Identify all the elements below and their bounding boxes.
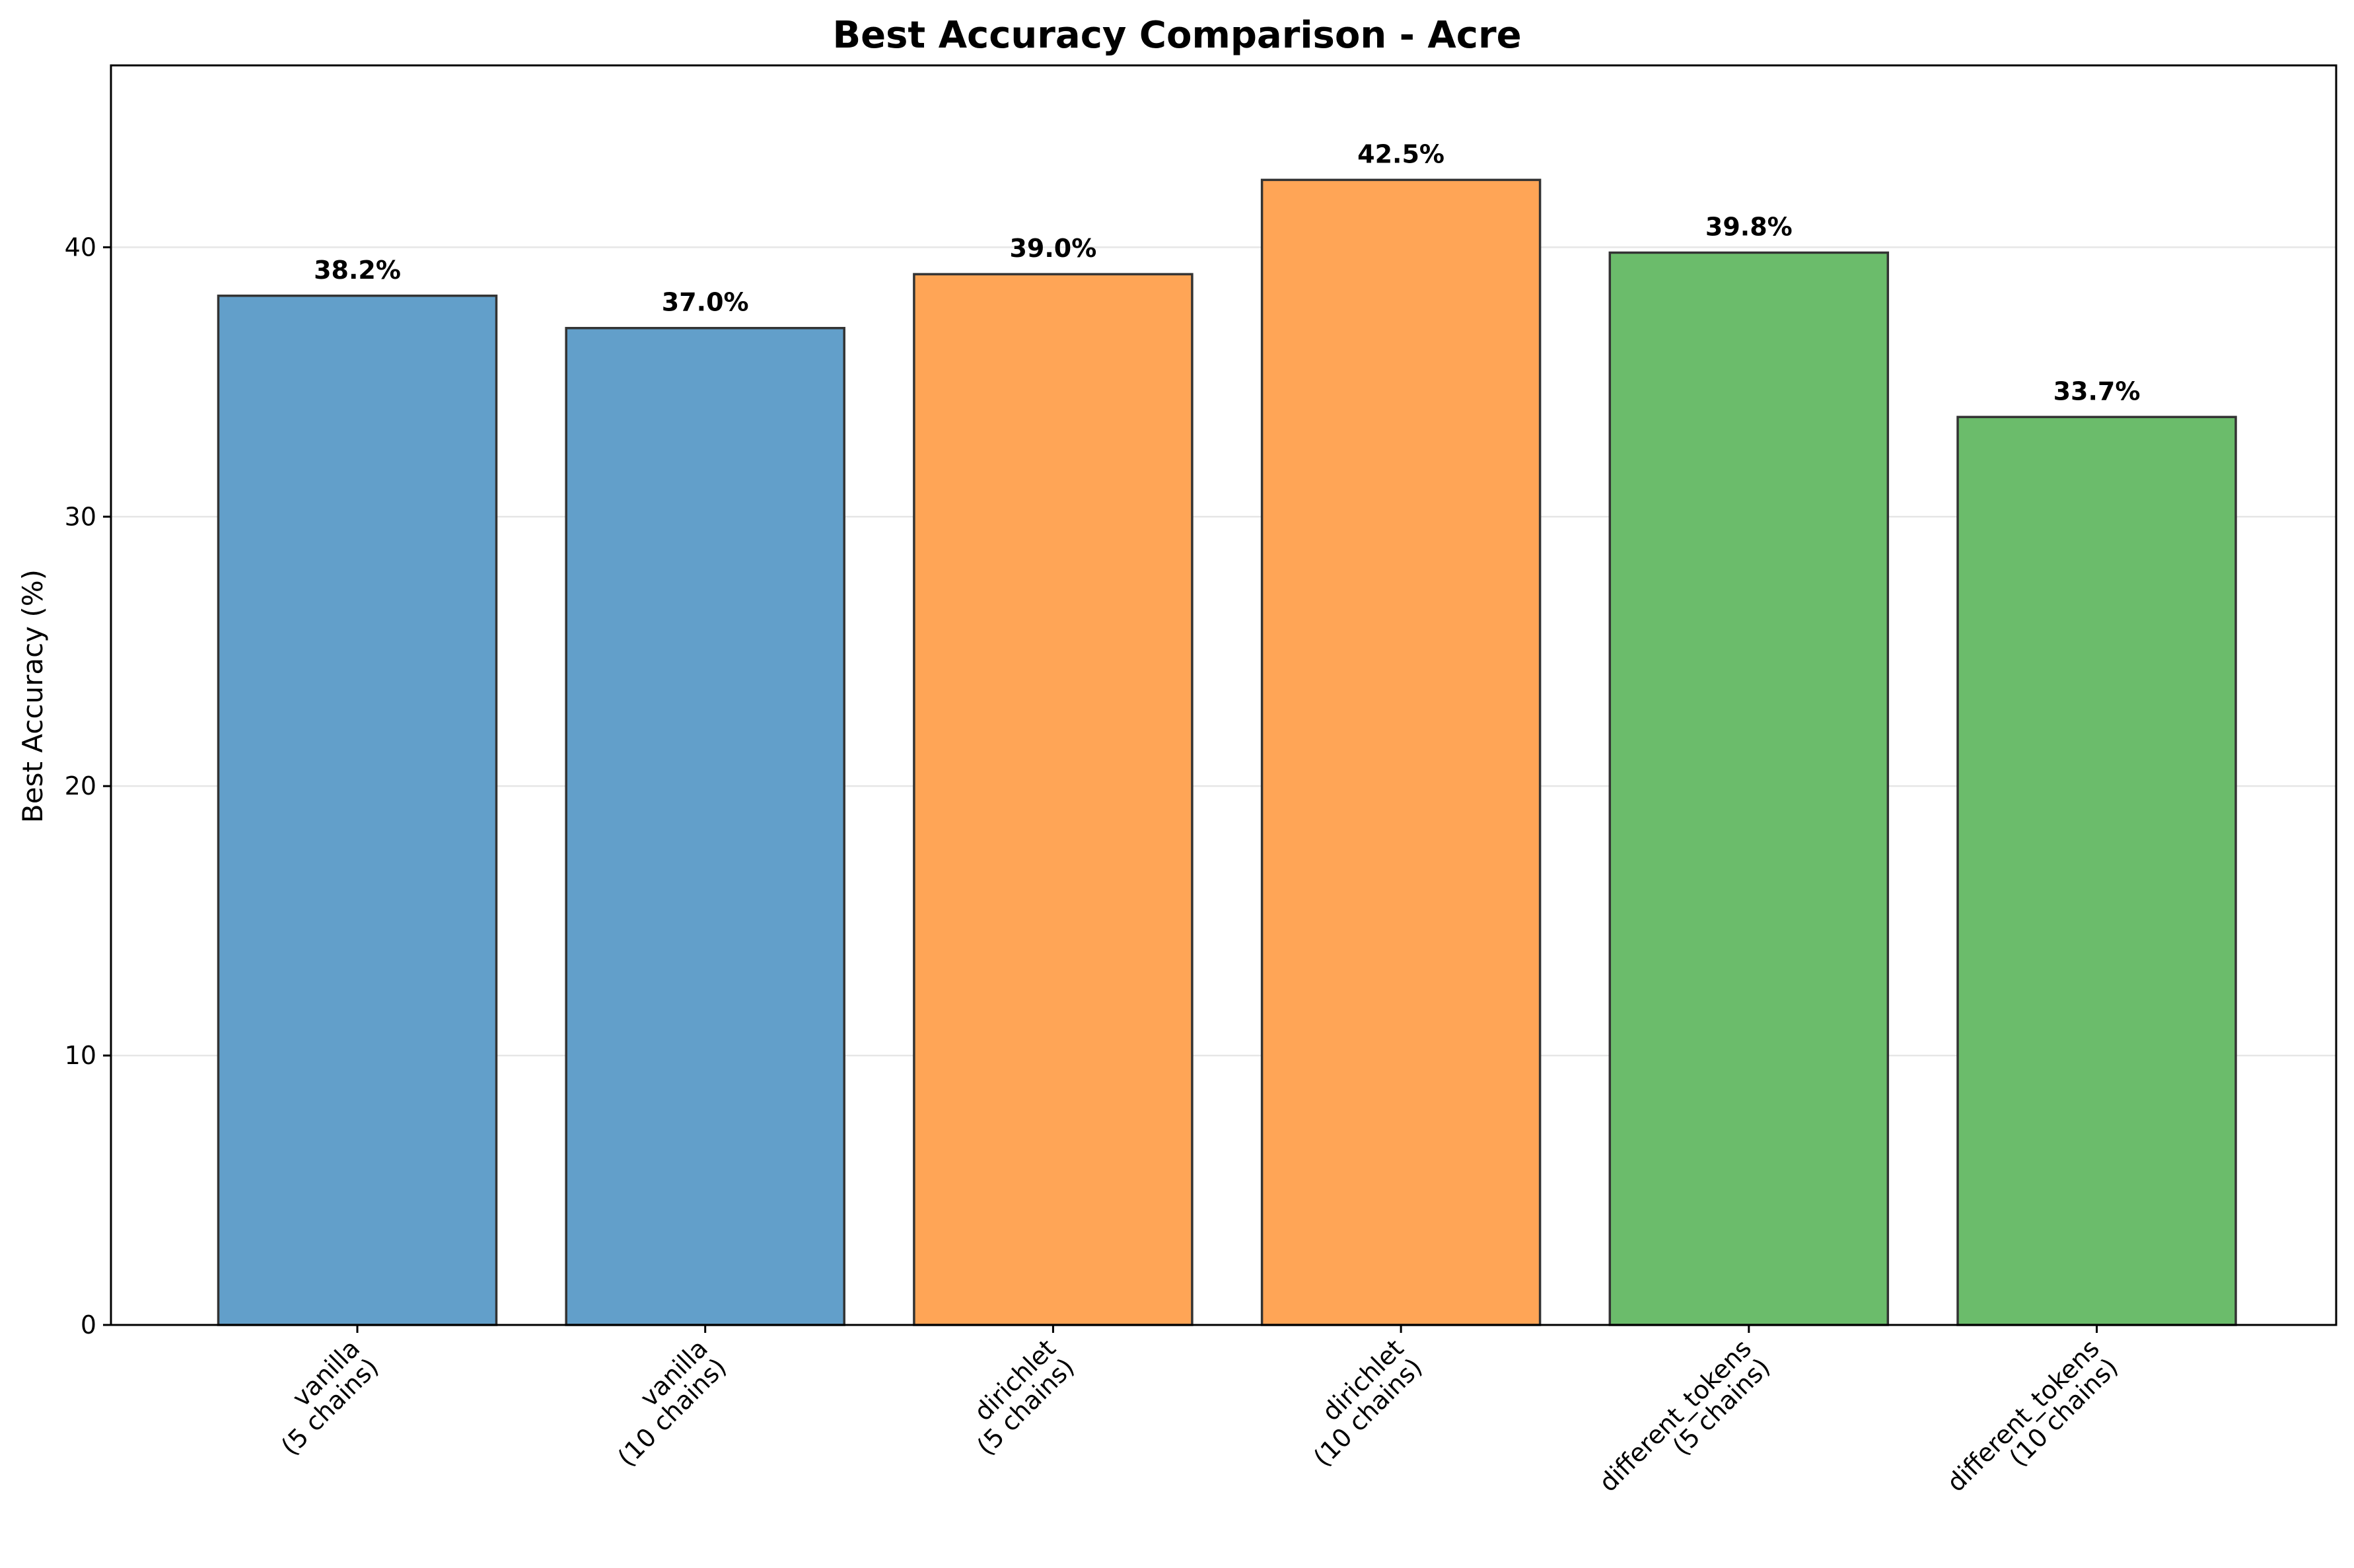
ticks: 0 10 20 30 40 — [65, 232, 2098, 1339]
bar-0 — [217, 295, 498, 1326]
y-tick-label: 10 — [65, 1041, 96, 1070]
y-tick-label: 30 — [65, 502, 96, 531]
y-axis-label: Best Accuracy (%) — [17, 569, 49, 823]
bar-2 — [913, 273, 1194, 1326]
bars — [217, 178, 2237, 1326]
bar-5 — [1956, 415, 2237, 1326]
data-label-5: 33.7% — [2053, 376, 2141, 406]
data-labels: 38.2% 37.0% 39.0% 42.5% 39.8% 33.7% — [314, 139, 2140, 406]
plot-frame — [110, 64, 2337, 1326]
data-label-3: 42.5% — [1357, 139, 1444, 168]
data-label-2: 39.0% — [1009, 234, 1096, 263]
y-tick-label: 0 — [81, 1310, 96, 1339]
chart-title: Best Accuracy Comparison - Acre — [832, 14, 1521, 57]
data-label-1: 37.0% — [662, 288, 749, 317]
y-tick-label: 20 — [65, 771, 96, 801]
y-tick-label: 40 — [65, 232, 96, 262]
bar-3 — [1260, 178, 1542, 1326]
data-label-0: 38.2% — [314, 256, 401, 285]
data-label-4: 39.8% — [1705, 213, 1793, 242]
bar-1 — [565, 326, 845, 1326]
bar-4 — [1608, 251, 1890, 1326]
